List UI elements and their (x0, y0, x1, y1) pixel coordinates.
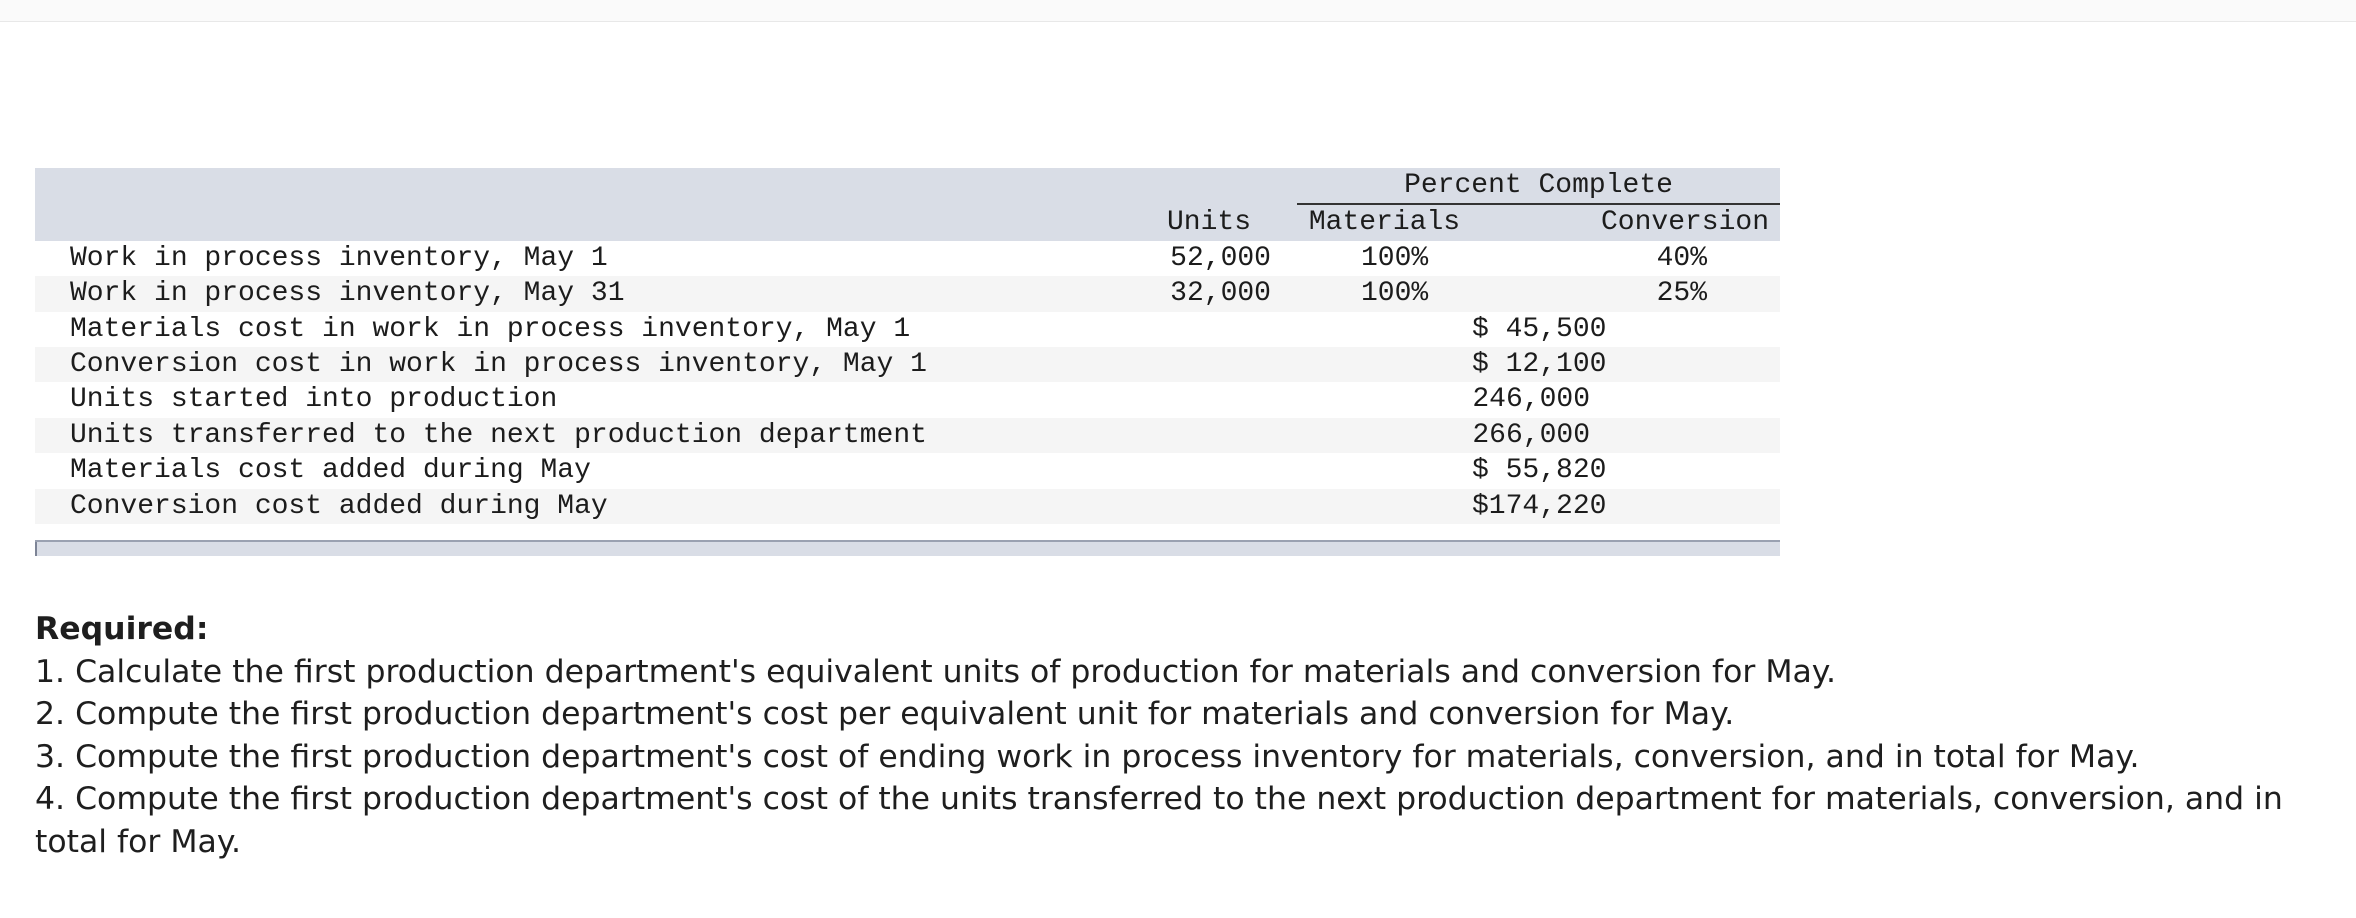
production-data-table: Percent Complete Units Materials Convers… (35, 168, 1781, 525)
units-column-header: Units (1121, 204, 1297, 241)
materials-column-header: Materials (1297, 204, 1472, 241)
table-header-row-1: Percent Complete (35, 168, 1781, 206)
amount-value: $ 12,100 (1472, 347, 1606, 383)
table-row: Units started into production 246,000 (35, 382, 1781, 418)
table-row: Work in process inventory, May 31 32,000… (35, 276, 1781, 312)
units-value: 32,000 (1121, 276, 1297, 312)
conversion-percent: 25% (1590, 276, 1781, 312)
materials-percent: 100% (1297, 276, 1472, 312)
required-item: 3. Compute the first production departme… (35, 738, 2140, 775)
conversion-column-header: Conversion (1590, 204, 1781, 241)
percent-complete-header: Percent Complete (1297, 168, 1781, 206)
row-label: Conversion cost in work in process inven… (35, 347, 1121, 383)
table-header-row-2: Units Materials Conversion (35, 204, 1781, 241)
row-label: Units transferred to the next production… (35, 417, 1121, 454)
row-label: Materials cost added during May (35, 453, 1121, 489)
table-row: Units transferred to the next production… (35, 417, 1781, 454)
table-row: Materials cost added during May $ 55,820 (35, 453, 1781, 489)
units-value: 52,000 (1121, 240, 1297, 277)
footer-tick (35, 542, 37, 557)
table-row: Conversion cost added during May $174,22… (35, 488, 1781, 525)
table-row: Conversion cost in work in process inven… (35, 347, 1781, 383)
row-label: Work in process inventory, May 1 (35, 240, 1121, 277)
required-section: Required: 1. Calculate the first product… (35, 608, 2325, 863)
required-item: 4. Compute the first production departme… (35, 781, 2283, 860)
amount-value: $ 55,820 (1472, 453, 1606, 489)
row-label: Work in process inventory, May 31 (35, 276, 1121, 312)
table-row: Work in process inventory, May 1 52,000 … (35, 240, 1781, 277)
amount-value: $174,220 (1472, 488, 1606, 525)
top-bar (0, 0, 2356, 22)
materials-percent: 100% (1297, 240, 1472, 277)
row-label: Materials cost in work in process invent… (35, 311, 1121, 348)
amount-value: 246,000 (1472, 382, 1590, 418)
required-item: 2. Compute the first production departme… (35, 696, 1735, 732)
row-label: Units started into production (35, 382, 1121, 418)
amount-value: $ 45,500 (1472, 311, 1606, 348)
table-footer-bar (35, 540, 1780, 557)
required-item: 1. Calculate the first production depart… (35, 653, 1836, 690)
amount-value: 266,000 (1472, 417, 1590, 454)
required-heading: Required: (35, 611, 209, 647)
table-row: Materials cost in work in process invent… (35, 311, 1781, 348)
data-table-container: Percent Complete Units Materials Convers… (35, 168, 1781, 557)
row-label: Conversion cost added during May (35, 488, 1121, 525)
conversion-percent: 40% (1590, 240, 1781, 277)
